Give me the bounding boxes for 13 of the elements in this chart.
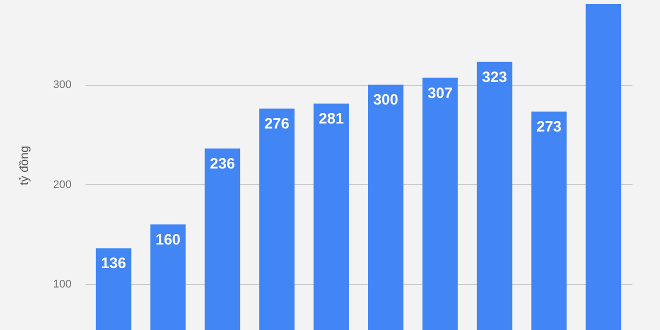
y-axis-title: tỷ đồng: [17, 146, 32, 186]
y-tick-label: 200: [53, 178, 72, 191]
data-label: 236: [210, 156, 235, 173]
data-label: 136: [101, 255, 126, 272]
data-label: 281: [318, 110, 344, 128]
data-label: 276: [264, 116, 290, 133]
y-tick-label: 100: [53, 278, 72, 291]
data-label: 307: [428, 84, 453, 102]
data-label: 300: [373, 92, 398, 109]
data-label: 273: [536, 118, 562, 136]
data-label: 160: [155, 231, 181, 248]
y-tick-label: 300: [53, 79, 72, 92]
data-label: 323: [482, 68, 508, 86]
